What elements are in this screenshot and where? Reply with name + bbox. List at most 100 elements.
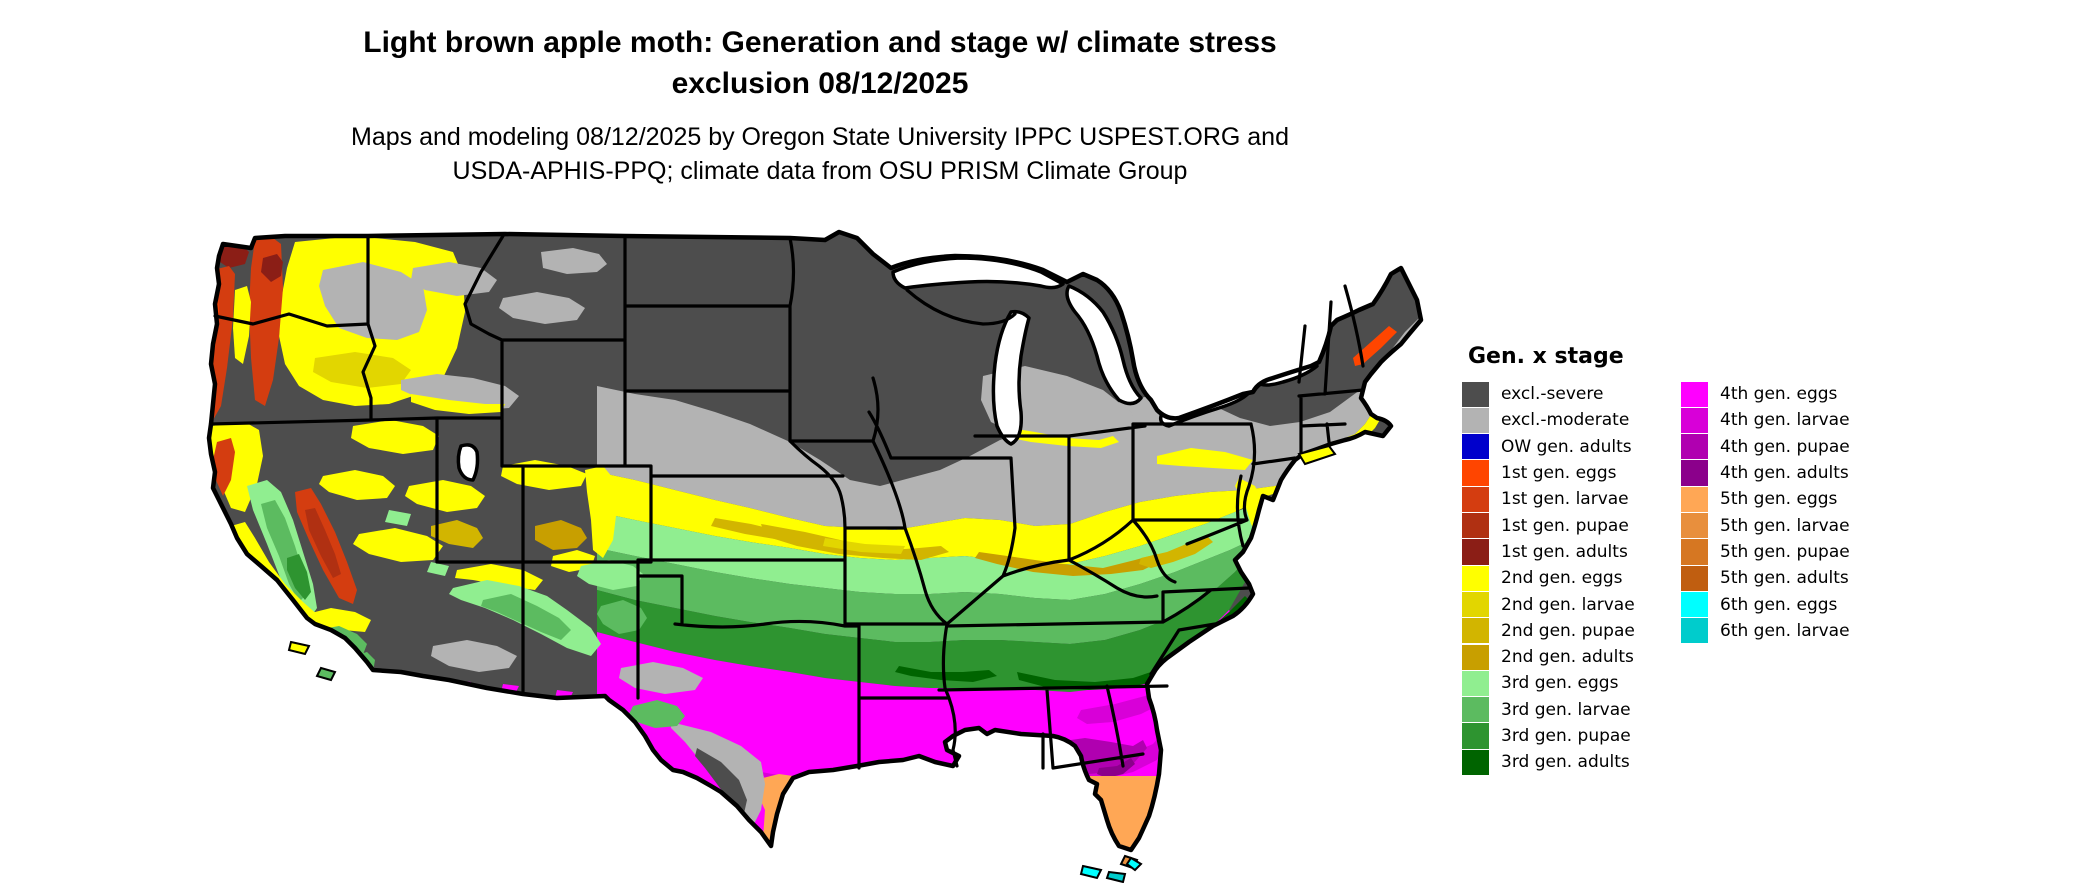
legend-label: excl.-severe: [1501, 384, 1604, 405]
patch-2nd-adults-ohio-valley: [975, 552, 1167, 576]
figure-header: Light brown apple moth: Generation and s…: [160, 22, 1480, 188]
legend-row: 6th gen. eggs: [1681, 591, 1900, 618]
legend-swatch: [1462, 670, 1489, 696]
legend-label: 2nd gen. larvae: [1501, 594, 1635, 615]
legend-swatch: [1462, 434, 1489, 460]
patch-2nd-eggs-nv-2: [319, 470, 395, 500]
band-2nd-gen-eggs: [597, 326, 1421, 566]
florida-keys-2: [1105, 870, 1127, 884]
legend-label: 4th gen. pupae: [1720, 436, 1850, 457]
legend-row: 4th gen. pupae: [1681, 434, 1900, 460]
legend-label: 1st gen. adults: [1501, 541, 1628, 562]
legend-row: 2nd gen. eggs: [1462, 565, 1681, 591]
legend-swatch: [1462, 460, 1489, 486]
legend-swatch: [1462, 591, 1489, 618]
legend-row: 4th gen. larvae: [1681, 407, 1900, 434]
patch-2nd-larvae-e-oregon: [313, 352, 411, 388]
patch-2nd-eggs-s-nv: [353, 528, 443, 562]
legend-swatch: [1462, 513, 1489, 539]
map-subtitle-line2: USDA-APHIS-PPQ; climate data from OSU PR…: [452, 157, 1188, 185]
legend-label: 3rd gen. eggs: [1501, 673, 1619, 694]
patch-1st-adults-olympics: [217, 244, 249, 268]
legend-swatch: [1462, 723, 1489, 749]
legend-row: 2nd gen. larvae: [1462, 591, 1681, 618]
legend-label: 5th gen. larvae: [1720, 515, 1850, 536]
patch-2nd-eggs-snake-fringe: [411, 394, 505, 414]
patch-2nd-eggs-nv-1: [351, 420, 439, 454]
legend-label: 3rd gen. pupae: [1501, 726, 1631, 746]
legend-title: Gen. x stage: [1468, 344, 1624, 369]
legend-label: 4th gen. larvae: [1720, 410, 1850, 431]
map-subtitle: Maps and modeling 08/12/2025 by Oregon S…: [160, 120, 1480, 188]
legend-label: 3rd gen. larvae: [1501, 699, 1631, 720]
legend-columns: excl.-severe excl.-moderate OW gen. adul…: [1462, 381, 1900, 775]
speck-3rd-eggs-nv-2: [427, 562, 449, 576]
legend-row: 5th gen. eggs: [1681, 486, 1900, 512]
strip-1st-eggs-maine-coast: [1353, 326, 1397, 366]
great-salt-lake: [456, 443, 480, 482]
legend-swatch: [1462, 565, 1489, 591]
strip-2nd-eggs-willamette: [233, 286, 251, 364]
legend-label: 1st gen. larvae: [1501, 489, 1629, 510]
legend-swatch: [1681, 539, 1708, 565]
strip-2nd-eggs-co-frontrange: [585, 466, 617, 558]
legend-row: 1st gen. eggs: [1462, 460, 1681, 486]
legend-swatch: [1462, 749, 1489, 775]
legend-swatch: [1681, 513, 1708, 539]
patch-5th-eggs-florida: [1067, 776, 1165, 850]
legend-label: 2nd gen. adults: [1501, 647, 1634, 668]
patch-3rd-pupae-san-joaquin: [287, 554, 311, 600]
patch-3rd-larvae-az-rim: [481, 594, 571, 640]
patch-3rd-adults-appalachia: [1017, 660, 1183, 690]
patch-3rd-larvae-bigbend: [629, 700, 685, 728]
legend-row: 1st gen. larvae: [1462, 486, 1681, 512]
patch-2nd-pupae-ks: [711, 518, 785, 540]
map-figure: [205, 228, 1430, 884]
legend-row: 3rd gen. pupae: [1462, 723, 1681, 749]
map-title-line2: exclusion 08/12/2025: [671, 67, 969, 100]
legend-label: 1st gen. eggs: [1501, 463, 1617, 484]
legend-swatch: [1462, 486, 1489, 512]
legend-swatch: [1462, 381, 1489, 407]
legend-label: 6th gen. larvae: [1720, 620, 1850, 641]
patch-excl-moderate-w-texas: [619, 662, 703, 694]
legend-swatch: [1681, 486, 1708, 512]
legend-row: 5th gen. pupae: [1681, 539, 1900, 565]
legend-row: 1st gen. adults: [1462, 539, 1681, 565]
legend-row: 2nd gen. pupae: [1462, 618, 1681, 644]
legend-swatch: [1681, 460, 1708, 486]
legend-row: 2nd gen. adults: [1462, 644, 1681, 670]
legend-row: 6th gen. larvae: [1681, 618, 1900, 644]
legend-label: 5th gen. adults: [1720, 568, 1849, 589]
patch-3rd-eggs-nm: [577, 560, 643, 590]
strip-1st-larvae-nca-coastrange: [213, 438, 235, 496]
legend-swatch: [1681, 565, 1708, 591]
florida-keys-3: [1125, 856, 1143, 872]
map-raster-layers: [209, 232, 1421, 850]
patch-4th-adults-fl-bigbend: [1097, 758, 1135, 778]
legend-row: 3rd gen. eggs: [1462, 670, 1681, 696]
legend-row: 4th gen. adults: [1681, 460, 1900, 486]
patch-excl-moderate-mt-3: [541, 248, 607, 274]
legend-swatch: [1462, 697, 1489, 723]
legend-column-right: 4th gen. eggs 4th gen. larvae 4th gen. p…: [1681, 381, 1900, 644]
strip-1st-pupae-sierra-crest: [305, 508, 341, 578]
legend-label: 2nd gen. pupae: [1501, 620, 1635, 641]
lake-michigan: [991, 309, 1031, 446]
legend-swatch: [1681, 381, 1708, 407]
legend-label: 4th gen. eggs: [1720, 384, 1838, 405]
legend-row: 1st gen. pupae: [1462, 512, 1681, 539]
patch-excl-moderate-mt-2: [499, 292, 585, 324]
legend-label: 6th gen. eggs: [1720, 594, 1838, 615]
map-subtitle-line1: Maps and modeling 08/12/2025 by Oregon S…: [351, 123, 1289, 151]
legend-swatch: [1462, 539, 1489, 565]
legend-swatch: [1462, 407, 1489, 434]
legend-row: OW gen. adults: [1462, 434, 1681, 460]
legend-row: 4th gen. eggs: [1681, 381, 1900, 407]
patch-1st-adults-n-cascades: [261, 254, 283, 282]
legend-swatch: [1681, 591, 1708, 618]
legend-row: excl.-severe: [1462, 381, 1681, 407]
legend-label: 4th gen. adults: [1720, 463, 1849, 484]
patch-excl-moderate-columbia-basin: [319, 262, 427, 340]
patch-2nd-pupae-utah: [431, 520, 483, 548]
